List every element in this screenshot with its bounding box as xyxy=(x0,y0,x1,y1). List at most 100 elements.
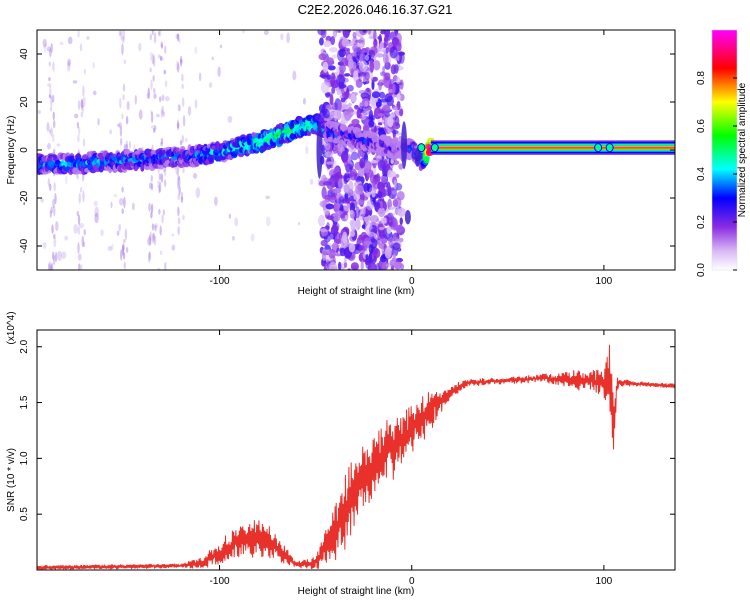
noise-speckle xyxy=(138,109,143,120)
noise-streak xyxy=(152,55,156,67)
noise-speckle xyxy=(48,260,52,270)
noise-band-blob xyxy=(346,84,354,92)
noise-streak xyxy=(123,261,126,270)
noise-band-blob xyxy=(358,168,365,177)
noise-streak xyxy=(157,267,160,270)
noise-band-blob xyxy=(330,196,337,200)
dip-structure xyxy=(414,147,421,167)
noise-band-blob xyxy=(331,86,336,94)
noise-streak xyxy=(53,182,56,192)
noise-streak xyxy=(149,33,152,41)
noise-band-blob xyxy=(398,51,406,56)
noise-band-blob xyxy=(317,214,326,227)
noise-streak xyxy=(121,208,124,215)
noise-band-blob xyxy=(379,40,384,53)
bottom-ytick-label: 0.5 xyxy=(19,507,30,521)
noise-band-blob xyxy=(328,261,338,270)
noise-streak xyxy=(164,45,167,55)
noise-band-blob xyxy=(343,262,348,269)
noise-speckle xyxy=(138,42,142,52)
noise-streak xyxy=(82,190,85,203)
noise-band-blob xyxy=(373,59,381,71)
noise-band-blob xyxy=(322,61,329,73)
noise-band-blob xyxy=(361,110,371,116)
noise-streak xyxy=(122,251,126,260)
noise-streak xyxy=(83,68,87,75)
noise-band-blob xyxy=(368,120,375,128)
noise-streak xyxy=(153,88,156,94)
noise-band-blob xyxy=(399,217,403,225)
colorbar-scale xyxy=(712,30,737,270)
noise-streak xyxy=(176,205,180,216)
noise-speckle xyxy=(171,244,176,251)
noise-streak xyxy=(178,185,181,195)
noise-band-blob xyxy=(365,254,369,260)
noise-streak xyxy=(121,186,124,193)
noise-streak xyxy=(158,208,161,215)
noise-speckle xyxy=(211,56,215,61)
noise-band-blob xyxy=(325,92,331,98)
noise-streak xyxy=(125,143,128,150)
noise-band-blob xyxy=(341,57,349,67)
dip-structure xyxy=(401,121,408,170)
ridge-blob xyxy=(327,136,334,143)
noise-streak xyxy=(125,246,129,253)
noise-speckle xyxy=(94,212,99,224)
noise-streak xyxy=(76,121,80,129)
noise-streak xyxy=(152,74,155,82)
noise-streak xyxy=(80,98,84,111)
noise-streak xyxy=(123,239,126,244)
noise-speckle xyxy=(302,97,306,105)
noise-streak xyxy=(49,85,52,98)
noise-band-blob xyxy=(362,30,367,33)
noise-streak xyxy=(182,115,186,127)
noise-streak xyxy=(49,209,52,218)
noise-speckle xyxy=(93,200,98,207)
bottom-xtick-label: 100 xyxy=(596,576,613,587)
noise-band-blob xyxy=(367,262,377,270)
noise-band-blob xyxy=(358,234,363,241)
noise-streak xyxy=(49,48,52,58)
noise-streak xyxy=(82,138,86,147)
noise-band-blob xyxy=(393,179,397,190)
noise-streak xyxy=(151,232,155,244)
noise-speckle xyxy=(198,72,202,82)
noise-streak xyxy=(118,223,121,232)
noise-streak xyxy=(119,249,123,261)
noise-streak xyxy=(163,69,167,75)
noise-band-blob xyxy=(344,73,351,77)
noise-streak xyxy=(77,226,81,235)
noise-speckle xyxy=(67,36,73,45)
noise-streak xyxy=(82,85,85,97)
noise-streak xyxy=(53,148,56,156)
colorbar-tick-label: 0.2 xyxy=(696,215,707,229)
noise-band-blob xyxy=(396,190,405,201)
top-xtick-label: 0 xyxy=(409,276,415,287)
noise-streak xyxy=(180,196,184,203)
noise-streak xyxy=(177,103,181,112)
noise-streak xyxy=(49,264,53,270)
noise-band-blob xyxy=(393,197,398,209)
noise-speckle xyxy=(263,30,269,36)
noise-speckle xyxy=(227,115,233,124)
noise-band-blob xyxy=(350,92,356,103)
noise-streak xyxy=(150,174,153,183)
noise-streak xyxy=(50,262,54,270)
noise-band-blob xyxy=(326,215,334,220)
noise-streak xyxy=(48,262,51,270)
noise-streak xyxy=(119,97,122,109)
noise-speckle xyxy=(37,110,41,114)
noise-speckle xyxy=(148,182,152,190)
noise-band-blob xyxy=(321,144,325,155)
noise-band-blob xyxy=(384,109,390,118)
top-ytick-label: 40 xyxy=(19,48,30,60)
noise-band-blob xyxy=(392,242,401,251)
noise-streak xyxy=(182,167,185,174)
noise-streak xyxy=(148,202,151,212)
noise-speckle xyxy=(92,62,95,69)
colorbar: 0.0 0.2 0.4 0.6 0.8 Normalized spectral ampli… xyxy=(696,29,748,277)
noise-band-blob xyxy=(326,222,330,232)
snr-series-line xyxy=(37,344,675,570)
noise-speckle xyxy=(131,202,135,211)
noise-streak xyxy=(176,119,180,131)
